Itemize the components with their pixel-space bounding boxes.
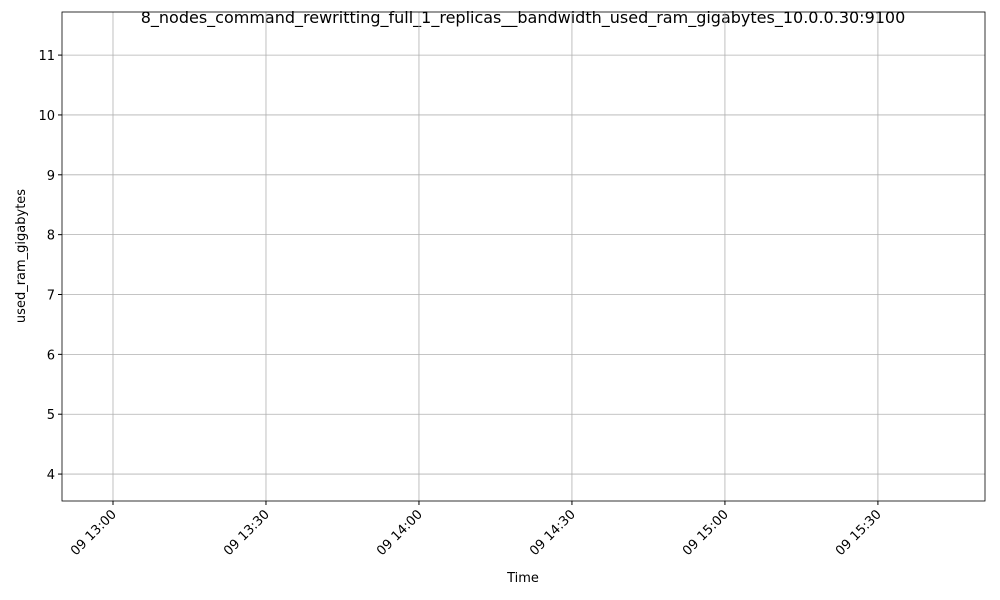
chart-title: 8_nodes_command_rewritting_full_1_replic…	[141, 8, 906, 28]
y-tick-label: 9	[47, 169, 55, 184]
y-tick-label: 11	[38, 49, 55, 64]
x-tick-label: 09 15:00	[680, 507, 732, 559]
x-tick-label: 09 13:30	[221, 507, 273, 559]
y-tick-label: 4	[47, 468, 55, 483]
x-axis-label: Time	[506, 571, 539, 586]
y-tick-label: 7	[47, 289, 55, 304]
x-tick-label: 09 15:30	[833, 507, 885, 559]
y-tick-label: 10	[38, 109, 55, 124]
y-tick-label: 6	[47, 348, 55, 363]
y-tick-label: 8	[47, 229, 55, 244]
y-axis-label: used_ram_gigabytes	[14, 189, 29, 323]
y-tick-label: 5	[47, 408, 55, 423]
x-tick-label: 09 13:00	[68, 507, 120, 559]
x-tick-label: 09 14:30	[527, 507, 579, 559]
x-tick-label: 09 14:00	[374, 507, 426, 559]
plot-frame	[61, 11, 986, 502]
